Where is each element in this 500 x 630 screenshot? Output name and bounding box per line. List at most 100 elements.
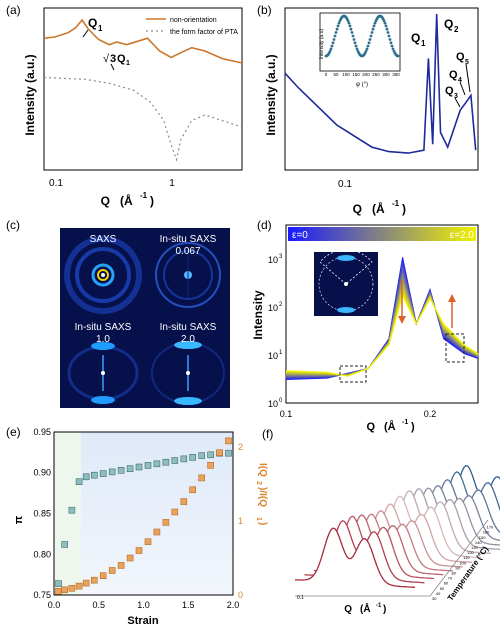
panel-b-peak-q2: Q 2 [444, 17, 459, 34]
panel-a-legend-label-0: non-orientation [170, 17, 217, 24]
panel-c-background [60, 228, 230, 408]
panel-e-point-pi [99, 470, 107, 477]
panel-b-inset-points [324, 14, 400, 58]
panel-d-xtick-1: 0.2 [424, 409, 437, 419]
panel-e-ytick-left: 0.85 [33, 509, 51, 519]
panel-e-point-pi [180, 455, 188, 463]
panel-e-point-ratio [99, 572, 107, 580]
panel-f-ztick: 100 [459, 560, 466, 565]
panel-a-annot-q1-arrow [82, 29, 89, 38]
panel-e: (e) 0.0 0.5 1.0 1.5 2.00.750.800.850.900.950… [6, 425, 268, 627]
panel-b-xlabel-close: ) [402, 202, 406, 216]
panel-a-xtick-0: 0.1 [49, 178, 63, 189]
panel-e-point-pi [117, 466, 125, 474]
panel-e-ytick-left: 0.95 [33, 427, 51, 437]
panel-d-inset [314, 249, 378, 316]
panel-a-annot-sqrt3-q: Q [117, 53, 126, 65]
panel-a-annot-q1: Q 1 [82, 16, 103, 38]
panel-e-point-ratio [153, 528, 161, 536]
panel-a-series-nonorientation [43, 18, 243, 64]
panel-b-inset: Intensity (a.u) 0 50 100 150 200 250 300 350 φ … [319, 12, 401, 88]
arrow-down-icon-head [398, 316, 406, 324]
panel-f-zaxis [429, 519, 489, 597]
panel-e-ytick-right: 0 [238, 590, 243, 600]
panel-d-ytick-0: 10 [268, 399, 278, 409]
panel-b-frame [284, 7, 479, 171]
panel-b-inset-point [390, 44, 394, 48]
panel-f-waterfall [294, 464, 500, 589]
panel-d: (d) Intensity 10 0 10 1 10 2 10 3 0.1 0.… [251, 218, 479, 433]
panel-d-xtick-0: 0.1 [280, 409, 293, 419]
ring-outer [64, 236, 142, 314]
panel-b-inset-point [349, 27, 353, 31]
panel-b-inset-point [328, 49, 332, 53]
panel-c-label-strain-20: 2.0 [181, 334, 195, 345]
panel-e-point-pi [189, 453, 196, 461]
panel-b-peak-q1-sub: 1 [421, 39, 426, 48]
panel-c: (c) [6, 218, 230, 408]
panel-b-peak-q4-sub: 4 [458, 77, 462, 84]
panel-f-ztick: 70 [448, 576, 453, 581]
panel-e-point-ratio [144, 538, 152, 546]
panel-f-ztick: 40 [436, 591, 441, 596]
spot-top [337, 255, 355, 261]
panel-e-point-ratio [180, 498, 188, 505]
panel-a-legend-label-1: the form factor of PTA [170, 29, 238, 36]
panel-e-ytick-right: 2 [238, 442, 243, 452]
panel-e-point-ratio [108, 567, 116, 574]
panel-b-peak-q5-sub: 5 [465, 59, 469, 66]
panel-b-xtick-0: 0.1 [338, 179, 352, 190]
panel-b-tag: (b) [257, 3, 272, 17]
panel-a-xlabel-main: Q [101, 194, 110, 208]
panel-b-inset-point [348, 24, 352, 28]
panel-a-annot-q1-text: Q [88, 16, 97, 30]
panel-e-point-pi [108, 468, 116, 476]
panel-f-ztick: 150 [479, 535, 486, 540]
panel-e-ytick-left: 0.75 [33, 590, 51, 600]
panel-d-inset-sector [319, 249, 373, 285]
panel-b-peak-q3-text: Q [445, 85, 454, 97]
panel-e-point-pi [198, 452, 205, 459]
panel-f-ztick: 110 [463, 555, 470, 560]
panel-b-peak-q3: Q 3 [445, 85, 461, 108]
arrow-up-icon-head [448, 294, 456, 302]
panel-b-inset-point [355, 47, 359, 51]
panel-e-point-pi [144, 462, 152, 469]
panel-a-xlabel-unit: (Å [120, 193, 133, 208]
panel-c-label-insitu-3: In-situ SAXS [160, 322, 217, 333]
beam-center [101, 371, 105, 375]
panel-b-peak-q4: Q 4 [449, 69, 466, 96]
panel-e-ylabel-left: π [13, 515, 25, 524]
panel-b-ylabel: Intensity (a.u.) [264, 54, 278, 135]
panel-a-frame [43, 7, 243, 171]
panel-b-inset-point [387, 34, 391, 38]
panel-b-inset-ylabel: Intensity (a.u) [319, 29, 325, 60]
panel-a-annot-sqrt3-num: 3 [110, 53, 116, 65]
panel-d-yticks: 10 0 10 1 10 2 10 3 [268, 254, 283, 409]
panel-a-annot-sqrt3q1: √ 3 Q 1 [103, 53, 130, 71]
ring-inner [91, 263, 115, 287]
panel-b-xlabel-main: Q [353, 202, 362, 216]
panel-f-ztick: 140 [475, 540, 482, 545]
panel-b-inset-point [383, 21, 387, 25]
panel-e-point-ratio [198, 474, 205, 482]
saxs-pattern-iso [64, 236, 142, 314]
panel-b-inset-point [332, 38, 336, 41]
panel-e-ytick-right: 1 [238, 516, 243, 526]
panel-b-inset-xtick: 100 [342, 72, 350, 77]
panel-a-xlabel-exp: -1 [140, 191, 148, 200]
panel-b-peak-q2-text: Q [444, 17, 453, 31]
panel-c-label-insitu-2: In-situ SAXS [75, 322, 132, 333]
panel-d-xlabel-main: Q [366, 421, 375, 433]
panel-e-shade-blue [81, 432, 233, 595]
panel-a-xlabel-close: ) [150, 194, 154, 208]
panel-e-point-pi [61, 541, 69, 548]
panel-e-point-pi [68, 506, 76, 514]
panel-b-inset-point [331, 41, 335, 45]
ring-mid [75, 247, 131, 303]
panel-e-ytick-left: 0.80 [33, 549, 51, 559]
panel-e-xtick: 1.5 [182, 600, 195, 610]
panel-f-ztick: 90 [455, 565, 460, 570]
